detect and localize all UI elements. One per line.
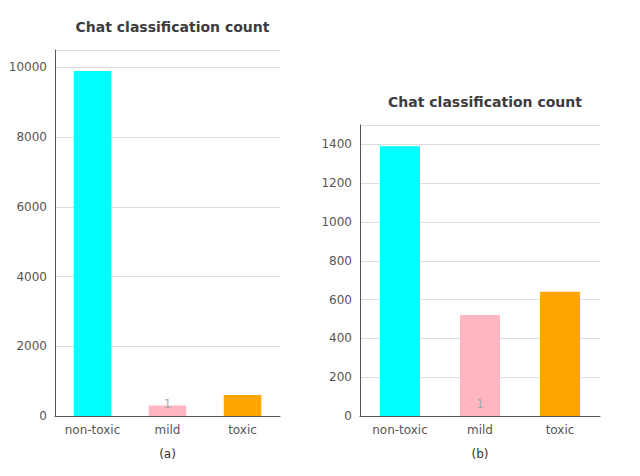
- svg-text:10000: 10000: [9, 60, 47, 74]
- svg-text:200: 200: [329, 370, 352, 384]
- svg-text:800: 800: [329, 254, 352, 268]
- svg-text:0: 0: [344, 409, 352, 423]
- svg-text:(b): (b): [472, 447, 489, 461]
- svg-text:non-toxic: non-toxic: [65, 423, 121, 437]
- svg-text:2000: 2000: [16, 339, 47, 353]
- svg-text:400: 400: [329, 331, 352, 345]
- svg-text:toxic: toxic: [228, 423, 257, 437]
- svg-text:600: 600: [329, 293, 352, 307]
- svg-text:Chat classification count: Chat classification count: [388, 94, 582, 110]
- svg-text:(a): (a): [159, 447, 176, 461]
- svg-text:1000: 1000: [321, 215, 352, 229]
- svg-text:0: 0: [39, 409, 47, 423]
- svg-text:mild: mild: [467, 423, 493, 437]
- svg-text:6000: 6000: [16, 200, 47, 214]
- svg-text:1200: 1200: [321, 176, 352, 190]
- svg-text:1400: 1400: [321, 137, 352, 151]
- svg-text:8000: 8000: [16, 130, 47, 144]
- svg-text:1: 1: [164, 397, 172, 411]
- svg-text:4000: 4000: [16, 270, 47, 284]
- svg-text:non-toxic: non-toxic: [372, 423, 428, 437]
- svg-text:Chat classification count: Chat classification count: [76, 19, 270, 35]
- svg-text:toxic: toxic: [546, 423, 575, 437]
- svg-text:1: 1: [476, 397, 484, 411]
- svg-text:mild: mild: [155, 423, 181, 437]
